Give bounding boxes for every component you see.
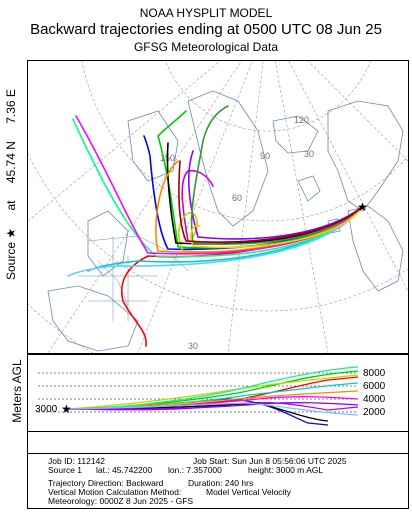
vertical-line xyxy=(67,402,359,411)
trajectory-line xyxy=(72,118,364,258)
vertical-method-label: Vertical Motion Calculation Method: xyxy=(48,487,182,497)
trajectory-line xyxy=(155,160,364,253)
coastlines xyxy=(47,90,404,352)
source-lat-value: lat.: 45.742200 xyxy=(96,465,153,475)
grid-label-120: 120 xyxy=(294,115,309,125)
grid-label-60: 60 xyxy=(232,193,242,203)
alt-tick-8000: 8000 xyxy=(363,368,386,379)
duration: Duration: 240 hrs xyxy=(188,478,254,488)
vertical-method-value: Model Vertical Velocity xyxy=(206,487,292,497)
map-svg: 120 90 60 30 150 30 ★ xyxy=(28,61,408,353)
alt-tick-6000: 6000 xyxy=(363,381,386,392)
grid-label-30b: 30 xyxy=(188,341,198,351)
vertical-source-star: ★ xyxy=(61,402,72,416)
meridians xyxy=(28,61,408,353)
alt-tick-4000: 4000 xyxy=(363,394,386,405)
source-star-icon: ★ xyxy=(4,227,18,239)
source-prefix: Source xyxy=(4,241,18,280)
source-lat: 45.74 N xyxy=(4,141,18,184)
vertical-line xyxy=(67,366,359,410)
source-location-label: Source ★ at 45.74 N 7.36 E xyxy=(4,89,18,280)
job-info-panel: Job ID: 112142 Job Start: Sun Jun 8 05:5… xyxy=(27,453,409,509)
source-star-marker: ★ xyxy=(357,200,368,214)
model-title: NOAA HYSPLIT MODEL xyxy=(139,6,273,20)
source-lon-value: lon.: 7.357000 xyxy=(168,465,222,475)
vertical-trajectories xyxy=(67,366,359,426)
trajectory-line xyxy=(190,105,364,245)
trajectories xyxy=(67,105,364,347)
source-at: at xyxy=(4,200,18,211)
job-start: Job Start: Sun Jun 8 05:56:06 UTC 2025 xyxy=(193,456,347,466)
trajectory-line xyxy=(190,205,364,249)
blank-strip xyxy=(27,431,409,454)
grid-label-30a: 30 xyxy=(304,149,314,159)
vertical-svg: ★ xyxy=(38,366,359,426)
trajectory-line xyxy=(67,205,364,277)
source-lon: 7.36 E xyxy=(4,89,18,124)
trajectory-direction: Trajectory Direction: Backward xyxy=(48,478,164,488)
source-id: Source 1 xyxy=(48,465,83,475)
vertical-line xyxy=(67,402,359,416)
data-source-label: GFSG Meteorological Data xyxy=(133,40,279,54)
trajectory-subtitle: Backward trajectories ending at 0500 UTC… xyxy=(30,21,382,38)
latitude-circles xyxy=(28,61,408,353)
job-id: Job ID: 112142 xyxy=(48,456,106,466)
alt-tick-2000: 2000 xyxy=(363,407,386,418)
vertical-profile-panel: ★ xyxy=(27,354,409,432)
trajectory-map: 120 90 60 30 150 30 ★ xyxy=(27,60,409,354)
source-height: height: 3000 m AGL xyxy=(248,465,324,475)
grid-label-90: 90 xyxy=(260,151,270,161)
trajectory-line xyxy=(178,160,364,243)
vertical-axis-label: Meters AGL xyxy=(10,359,24,423)
trajectory-line xyxy=(188,150,364,240)
start-height-label: 3000 xyxy=(35,404,58,415)
meteorology: Meteorology: 0000Z 8 Jun 2025 - GFS xyxy=(48,496,194,506)
